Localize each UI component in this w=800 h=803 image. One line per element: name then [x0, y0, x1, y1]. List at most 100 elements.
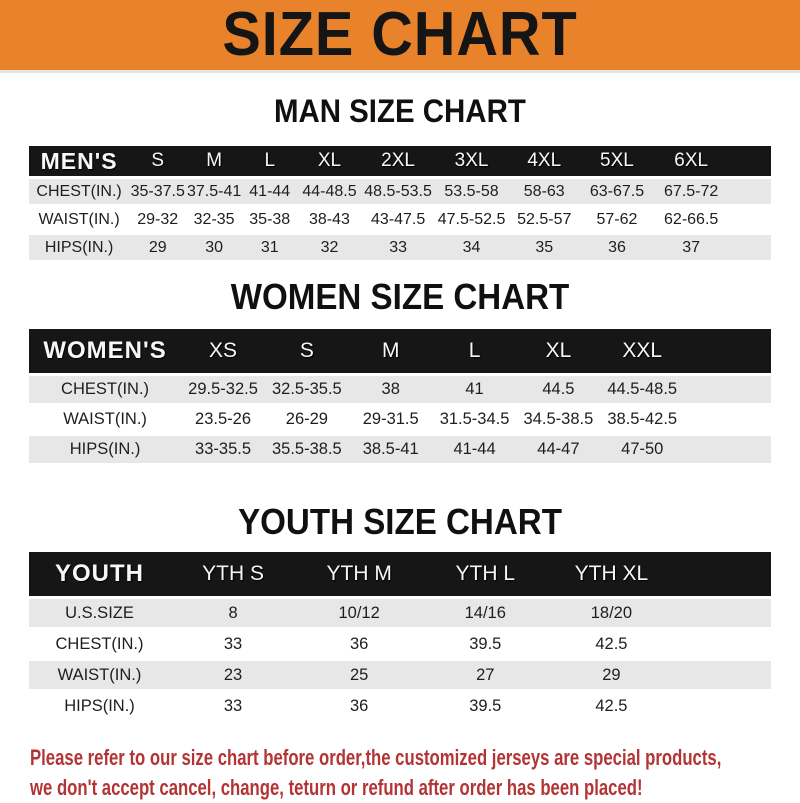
man-section-heading: MAN SIZE CHART [0, 95, 800, 129]
table-cell: 33-35.5 [181, 436, 265, 463]
table-cell: 35 [508, 235, 581, 260]
table-cell: 35.5-38.5 [264, 436, 349, 463]
size-column-header: L [241, 146, 298, 176]
men-chest-row: CHEST(IN.) 35-37.5 37.5-41 41-44 44-48.5… [29, 179, 771, 204]
spacer-cell [728, 235, 771, 260]
table-cell: 58-63 [508, 179, 581, 204]
table-cell: 42.5 [548, 630, 675, 658]
table-cell: 62-66.5 [653, 207, 729, 232]
youth-ussize-row: U.S.SIZE 8 10/12 14/16 18/20 [29, 599, 771, 627]
men-waist-row: WAIST(IN.) 29-32 32-35 35-38 38-43 43-47… [29, 207, 771, 232]
youth-header-row: YOUTH YTH S YTH M YTH L YTH XL [29, 552, 771, 596]
table-cell: 38-43 [297, 207, 362, 232]
women-size-table: WOMEN'S XS S M L XL XXL CHEST(IN.) 29.5-… [29, 326, 771, 466]
table-cell: 29 [548, 661, 675, 689]
table-cell: 39.5 [422, 692, 549, 720]
table-cell: 36 [580, 235, 654, 260]
table-cell: 27 [422, 661, 549, 689]
table-cell: 23 [169, 661, 297, 689]
table-cell: 8 [169, 599, 297, 627]
size-column-header: M [348, 329, 433, 373]
row-label: HIPS(IN.) [29, 692, 170, 720]
table-cell: 34.5-38.5 [516, 406, 601, 433]
women-waist-row: WAIST(IN.) 23.5-26 26-29 29-31.5 31.5-34… [29, 406, 771, 433]
table-cell: 31 [241, 235, 298, 260]
table-cell: 39.5 [422, 630, 549, 658]
table-cell: 44.5 [516, 376, 601, 403]
table-cell: 29-32 [129, 207, 187, 232]
youth-section-heading: YOUTH SIZE CHART [0, 504, 800, 541]
row-label: CHEST(IN.) [29, 179, 130, 204]
table-cell: 37.5-41 [186, 179, 242, 204]
spacer-cell [684, 329, 771, 373]
table-cell: 36 [296, 630, 423, 658]
row-label: WAIST(IN.) [29, 406, 182, 433]
youth-hips-row: HIPS(IN.) 33 36 39.5 42.5 [29, 692, 771, 720]
table-cell: 37 [653, 235, 729, 260]
table-cell: 29 [129, 235, 187, 260]
size-column-header: YTH S [169, 552, 297, 596]
table-cell: 44.5-48.5 [600, 376, 685, 403]
size-column-header: 2XL [361, 146, 435, 176]
table-cell: 41 [432, 376, 517, 403]
table-cell: 41-44 [241, 179, 298, 204]
table-cell: 31.5-34.5 [432, 406, 517, 433]
size-chart-banner: SIZE CHART [0, 0, 800, 73]
spacer-cell [674, 630, 771, 658]
table-cell: 38.5-42.5 [600, 406, 685, 433]
men-size-table: MEN'S S M L XL 2XL 3XL 4XL 5XL 6XL CHEST… [29, 143, 771, 263]
youth-waist-row: WAIST(IN.) 23 25 27 29 [29, 661, 771, 689]
table-cell: 35-38 [241, 207, 298, 232]
spacer-cell [674, 552, 771, 596]
table-cell: 18/20 [548, 599, 675, 627]
man-section-heading-text: MAN SIZE CHART [274, 93, 526, 129]
spacer-cell [728, 146, 771, 176]
table-cell: 36 [296, 692, 423, 720]
table-cell: 25 [296, 661, 423, 689]
spacer-cell [674, 599, 771, 627]
spacer-cell [728, 179, 771, 204]
table-cell: 41-44 [432, 436, 517, 463]
size-column-header: 3XL [434, 146, 509, 176]
table-cell: 42.5 [548, 692, 675, 720]
size-column-header: M [186, 146, 242, 176]
table-cell: 52.5-57 [508, 207, 581, 232]
spacer-cell [674, 661, 771, 689]
footer-note: Please refer to our size chart before or… [30, 743, 800, 803]
women-header-row: WOMEN'S XS S M L XL XXL [29, 329, 771, 373]
size-column-header: XL [516, 329, 601, 373]
table-cell: 29-31.5 [348, 406, 433, 433]
footer-note-line-2: we don't accept cancel, change, teturn o… [30, 775, 643, 800]
spacer-cell [684, 406, 771, 433]
women-chest-row: CHEST(IN.) 29.5-32.5 32.5-35.5 38 41 44.… [29, 376, 771, 403]
table-cell: 47.5-52.5 [434, 207, 509, 232]
banner-title: SIZE CHART [222, 0, 578, 69]
men-hips-row: HIPS(IN.) 29 30 31 32 33 34 35 36 37 [29, 235, 771, 260]
table-cell: 67.5-72 [653, 179, 729, 204]
table-cell: 44-47 [516, 436, 601, 463]
row-label: HIPS(IN.) [29, 436, 182, 463]
table-cell: 57-62 [580, 207, 654, 232]
size-column-header: 5XL [580, 146, 654, 176]
row-label: WAIST(IN.) [29, 661, 170, 689]
size-column-header: S [264, 329, 349, 373]
table-cell: 32.5-35.5 [264, 376, 349, 403]
size-column-header: 6XL [653, 146, 729, 176]
spacer-cell [728, 207, 771, 232]
table-cell: 53.5-58 [434, 179, 509, 204]
table-cell: 34 [434, 235, 509, 260]
size-column-header: L [432, 329, 517, 373]
table-cell: 35-37.5 [129, 179, 187, 204]
table-cell: 32-35 [186, 207, 242, 232]
women-hips-row: HIPS(IN.) 33-35.5 35.5-38.5 38.5-41 41-4… [29, 436, 771, 463]
row-label: CHEST(IN.) [29, 630, 170, 658]
row-label: HIPS(IN.) [29, 235, 130, 260]
table-cell: 30 [186, 235, 242, 260]
women-table-label: WOMEN'S [29, 329, 182, 373]
spacer-cell [674, 692, 771, 720]
table-cell: 43-47.5 [361, 207, 435, 232]
table-cell: 48.5-53.5 [361, 179, 435, 204]
table-cell: 38.5-41 [348, 436, 433, 463]
size-column-header: YTH L [422, 552, 549, 596]
size-column-header: XS [181, 329, 265, 373]
